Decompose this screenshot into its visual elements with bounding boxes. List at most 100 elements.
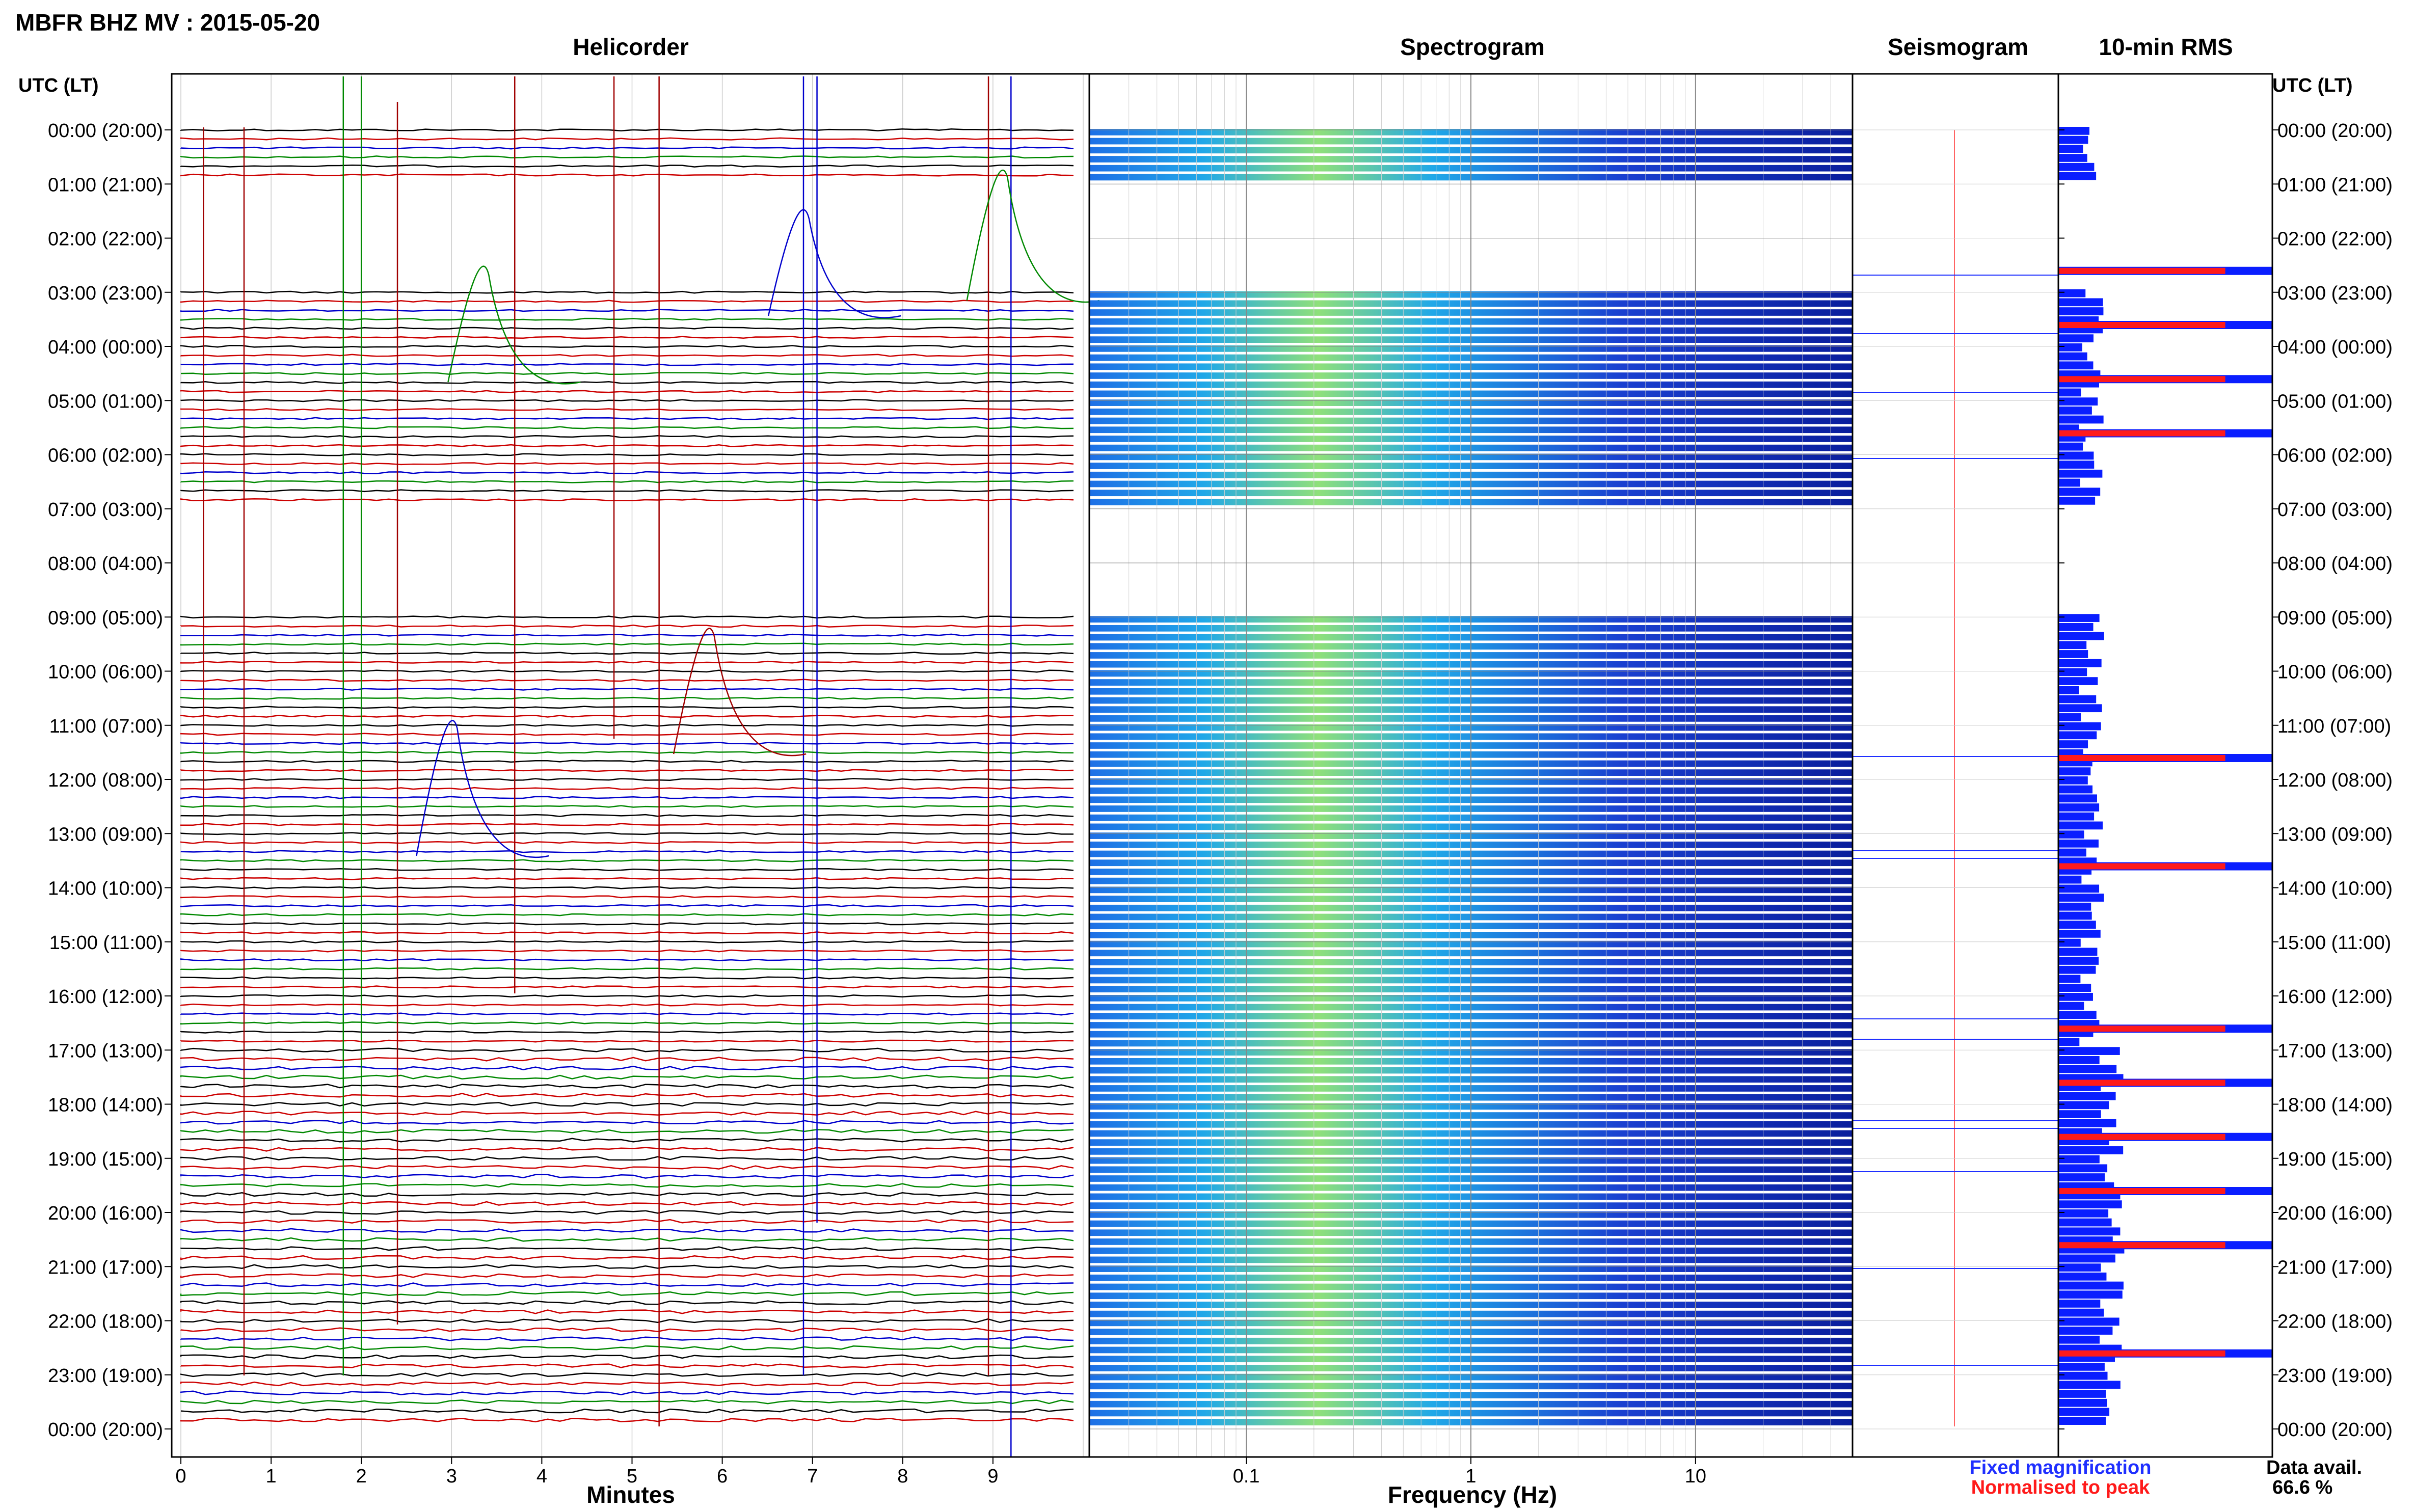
rms-bar-fixed [2058,497,2096,505]
rms-bar-fixed [2058,776,2088,785]
rms-bar-fixed [2058,839,2099,848]
rms-bar-fixed [2058,1390,2106,1398]
helicorder-trace [180,1039,1074,1043]
helicorder-trace [180,290,1074,294]
helicorder-xlabel: Minutes [586,1481,675,1508]
helicorder-trace [180,426,1074,429]
helicorder-trace [180,1246,1074,1251]
helicorder-trace [180,895,1074,899]
row-label-left: 09:00 (05:00) [48,607,163,629]
helicorder-trace [180,498,1074,502]
helicorder-trace [180,345,1074,348]
row-label-right: 01:00 (21:00) [2277,174,2393,196]
helicorder-trace [180,985,1074,989]
rms-bar-fixed [2058,1335,2100,1344]
helicorder-xtick-label: 8 [897,1466,908,1487]
rms-bar-normalised [2058,1188,2225,1194]
helicorder-trace [180,462,1074,466]
helicorder-transient [416,720,549,858]
helicorder-trace [180,679,1074,682]
row-label-left: 05:00 (01:00) [48,391,163,412]
rms-bar-fixed [2058,461,2095,469]
legend-normalised-to-peak: Normalised to peak [1971,1477,2150,1498]
helicorder-trace [180,886,1074,889]
rms-bar-fixed [2058,650,2088,658]
data-avail-label: Data avail. [2266,1457,2362,1478]
rms-bar-fixed [2058,848,2086,857]
helicorder-trace [180,1291,1074,1297]
helicorder-trace [180,317,1074,321]
helicorder-trace [180,363,1074,366]
rms-bar-fixed [2058,686,2079,694]
helicorder-trace [180,1030,1074,1034]
rms-bar-normalised [2058,1079,2225,1086]
helicorder-trace [180,1273,1074,1278]
rms-bar-fixed [2058,713,2081,721]
rms-bar-fixed [2058,884,2100,893]
rms-bar-fixed [2058,136,2088,144]
rms-bar-fixed [2058,127,2089,135]
helicorder-trace [180,624,1074,628]
helicorder-trace [180,1201,1074,1206]
helicorder-trace [180,733,1074,736]
row-label-right: 00:00 (20:00) [2277,120,2393,142]
row-label-left: 07:00 (03:00) [48,499,163,521]
rms-bar-fixed [2058,731,2097,740]
rms-bar-normalised [2058,1242,2225,1249]
rms-bar-fixed [2058,1317,2119,1326]
helicorder-trace [180,778,1074,781]
helicorder-xtick-label: 0 [175,1466,186,1487]
helicorder-trace [180,354,1074,357]
row-label-right: 15:00 (11:00) [2277,932,2391,954]
helicorder-trace [180,480,1074,483]
rms-bar-fixed [2058,1047,2120,1055]
helicorder-trace [180,471,1074,474]
helicorder-trace [180,1264,1074,1269]
rms-bar-fixed [2058,1164,2108,1173]
rms-bar-fixed [2058,1327,2113,1335]
row-label-left: 03:00 (23:00) [48,283,163,304]
helicorder-xtick-label: 3 [446,1466,457,1487]
row-label-left: 14:00 (10:00) [48,878,163,900]
helicorder-trace [180,652,1074,655]
row-label-left: 10:00 (06:00) [48,662,163,683]
helicorder-trace [180,687,1074,691]
rms-bar-fixed [2058,641,2087,650]
helicorder-trace [180,742,1074,745]
data-avail-value: 66.6 % [2272,1477,2332,1498]
rms-bar-fixed [2058,695,2097,704]
helicorder-trace [180,1156,1074,1161]
helicorder-trace [180,1417,1074,1423]
helicorder-trace [180,1057,1074,1062]
helicorder-trace [180,642,1074,646]
helicorder-trace [180,417,1074,420]
helicorder-transient [447,265,581,385]
chart-title: MBFR BHZ MV : 2015-05-20 [15,9,320,36]
panel-title-helicorder: Helicorder [573,34,689,60]
rms-bar-fixed [2058,902,2091,911]
rms-bar-fixed [2058,406,2092,415]
rms-bar-fixed [2058,334,2094,342]
helicorder-xtick-label: 4 [536,1466,547,1487]
rms-bar-fixed [2058,1290,2123,1299]
helicorder-trace [180,1192,1074,1197]
rms-bar-fixed [2058,830,2084,839]
row-label-left: 08:00 (04:00) [48,553,163,575]
rms-bar-fixed [2058,722,2101,731]
helicorder-trace [180,1065,1074,1071]
helicorder-transient [673,628,807,757]
helicorder-trace [180,750,1074,754]
row-label-left: 02:00 (22:00) [48,229,163,250]
helicorder-trace [180,1354,1074,1360]
helicorder-trace [180,1237,1074,1242]
rms-bar-normalised [2058,267,2225,274]
rms-bar-fixed [2058,875,2082,884]
rms-bar-fixed [2058,1038,2080,1046]
helicorder-trace [180,381,1074,384]
rms-bar-fixed [2058,984,2091,992]
row-label-left: 15:00 (11:00) [49,932,163,954]
rms-bar-fixed [2058,1209,2109,1218]
rms-bar-fixed [2058,1381,2121,1389]
rms-bar-fixed [2058,1281,2124,1290]
helicorder-trace [180,399,1074,402]
